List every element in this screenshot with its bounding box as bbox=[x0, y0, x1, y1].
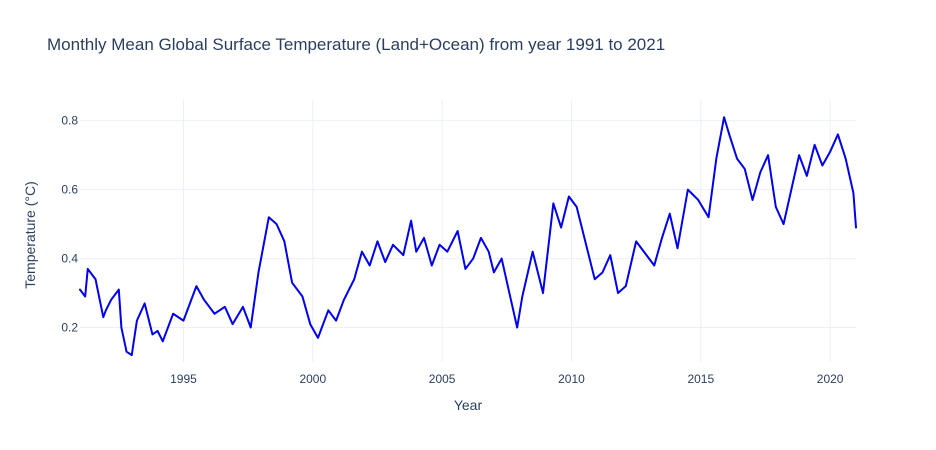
x-tick-label: 2005 bbox=[429, 372, 456, 386]
y-tick-label: 0.4 bbox=[61, 252, 78, 266]
y-tick-label: 0.8 bbox=[61, 114, 78, 128]
y-grid-lines bbox=[80, 120, 856, 329]
y-axis-ticks: 0.2 0.4 0.6 0.8 bbox=[61, 114, 78, 335]
x-tick-label: 1995 bbox=[170, 372, 197, 386]
chart-title: Monthly Mean Global Surface Temperature … bbox=[47, 35, 665, 54]
y-tick-label: 0.6 bbox=[61, 183, 78, 197]
x-tick-label: 2000 bbox=[299, 372, 326, 386]
y-tick-label: 0.2 bbox=[61, 321, 78, 335]
x-axis-ticks: 1995 2000 2005 2010 2015 2020 bbox=[170, 372, 844, 386]
temperature-line bbox=[79, 116, 857, 357]
x-tick-label: 2020 bbox=[817, 372, 844, 386]
x-tick-label: 2015 bbox=[687, 372, 714, 386]
y-axis-title: Temperature (°C) bbox=[22, 181, 38, 289]
x-axis-title: Year bbox=[454, 397, 483, 413]
x-tick-label: 2010 bbox=[558, 372, 585, 386]
